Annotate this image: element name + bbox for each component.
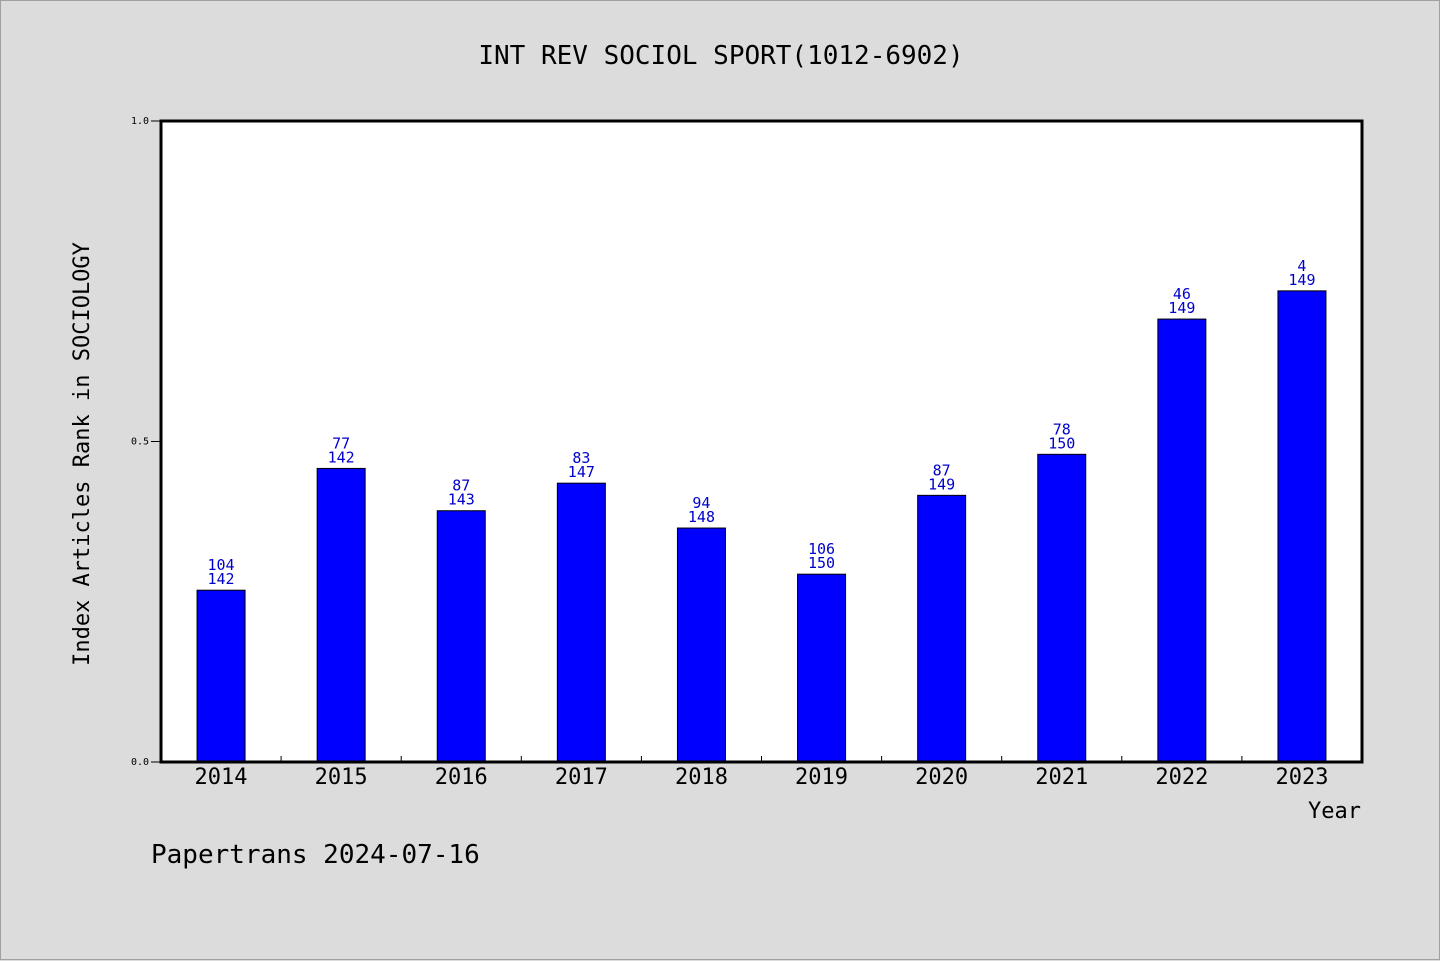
x-tick-label: 2015	[315, 765, 368, 790]
bar-rank-label: 83	[572, 449, 590, 467]
y-axis-label: Index Articles Rank in SOCIOLOGY	[70, 242, 95, 666]
bar-total-label: 143	[448, 491, 475, 509]
axis-layer: 2014 2015 2016 2017 2018 2019 2020 2021 2022 2023…	[131, 116, 1329, 790]
bar-total-label: 150	[808, 554, 835, 572]
bar-2017	[556, 482, 606, 763]
bar-rank-label: 46	[1173, 285, 1191, 303]
bar-rank-label: 87	[933, 461, 951, 479]
x-tick-label: 2016	[435, 765, 488, 790]
bar-total-label: 150	[1048, 434, 1075, 452]
bar-2014	[196, 589, 246, 763]
bar-total-label: 149	[1168, 299, 1195, 317]
x-tick-label: 2018	[675, 765, 728, 790]
bar-2023	[1277, 290, 1327, 763]
bar-rank-label: 78	[1053, 420, 1071, 438]
bar-rank-label: 94	[692, 494, 710, 512]
bar-2016	[436, 510, 486, 763]
bar-2022	[1157, 318, 1207, 763]
x-tick-label: 2017	[555, 765, 608, 790]
bar-total-label: 142	[328, 448, 355, 466]
y-tick-label: 0.0	[131, 757, 149, 768]
y-tick-label: 0.5	[131, 437, 149, 448]
plot-border	[159, 119, 1364, 764]
y-tick-label: 1.0	[131, 116, 149, 127]
bar-2021	[1037, 453, 1087, 763]
bar-total-label: 142	[208, 570, 235, 588]
bar-2019	[797, 573, 847, 763]
x-tick-label: 2023	[1275, 765, 1328, 790]
x-tick-label: 2019	[795, 765, 848, 790]
x-axis-label: Year	[1308, 799, 1361, 824]
bar-total-label: 149	[928, 475, 955, 493]
bar-rank-label: 77	[332, 434, 350, 452]
x-tick-label: 2021	[1035, 765, 1088, 790]
bar-total-label: 148	[688, 508, 715, 526]
bar-2018	[676, 527, 726, 763]
bar-total-label: 147	[568, 463, 595, 481]
bars-layer: 1421041427714387147831489415010614987150…	[196, 257, 1327, 763]
chart-title: INT REV SOCIOL SPORT(1012-6902)	[478, 41, 963, 71]
x-tick-label: 2022	[1155, 765, 1208, 790]
bar-rank-label: 106	[808, 540, 835, 558]
bar-rank-label: 104	[208, 556, 235, 574]
x-tick-label: 2014	[195, 765, 248, 790]
bar-rank-label: 87	[452, 477, 470, 495]
x-tick-label: 2020	[915, 765, 968, 790]
bar-total-label: 149	[1288, 271, 1315, 289]
bar-2015	[316, 467, 366, 763]
footer-credit: Papertrans 2024-07-16	[151, 840, 480, 870]
bar-2020	[917, 494, 967, 763]
bar-rank-label: 4	[1297, 257, 1306, 275]
